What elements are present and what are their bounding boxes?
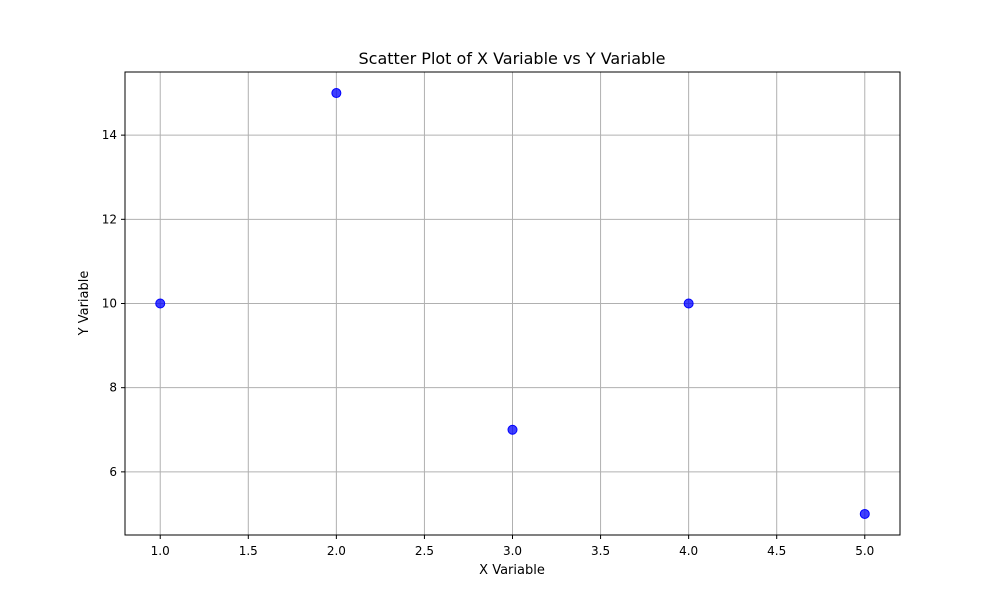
x-axis-label: X Variable bbox=[479, 563, 545, 578]
scatter-point bbox=[331, 88, 342, 99]
x-tick-label: 4.5 bbox=[767, 544, 786, 558]
y-tick-label: 8 bbox=[109, 381, 117, 395]
x-tick-label: 5.0 bbox=[855, 544, 874, 558]
x-tick-label: 3.0 bbox=[503, 544, 522, 558]
y-tick-label: 14 bbox=[102, 128, 117, 142]
y-tick-label: 12 bbox=[102, 212, 117, 226]
chart-title: Scatter Plot of X Variable vs Y Variable bbox=[358, 49, 665, 68]
x-tick-label: 4.0 bbox=[679, 544, 698, 558]
x-axis-ticks: 1.0 1.5 2.0 2.5 3.0 3.5 4.0 4.5 5.0 bbox=[151, 535, 874, 558]
y-axis-label: Y Variable bbox=[77, 271, 92, 337]
y-axis-ticks: 6 8 10 12 14 bbox=[102, 128, 125, 479]
x-tick-label: 2.5 bbox=[415, 544, 434, 558]
y-tick-label: 10 bbox=[102, 297, 117, 311]
x-tick-label: 3.5 bbox=[591, 544, 610, 558]
data-points bbox=[155, 88, 870, 519]
scatter-point bbox=[155, 298, 166, 309]
grid-lines bbox=[125, 72, 900, 535]
scatter-point bbox=[507, 424, 518, 435]
x-tick-label: 2.0 bbox=[327, 544, 346, 558]
x-tick-label: 1.0 bbox=[151, 544, 170, 558]
y-tick-label: 6 bbox=[109, 465, 117, 479]
scatter-point bbox=[859, 508, 870, 519]
scatter-point bbox=[683, 298, 694, 309]
x-tick-label: 1.5 bbox=[239, 544, 258, 558]
